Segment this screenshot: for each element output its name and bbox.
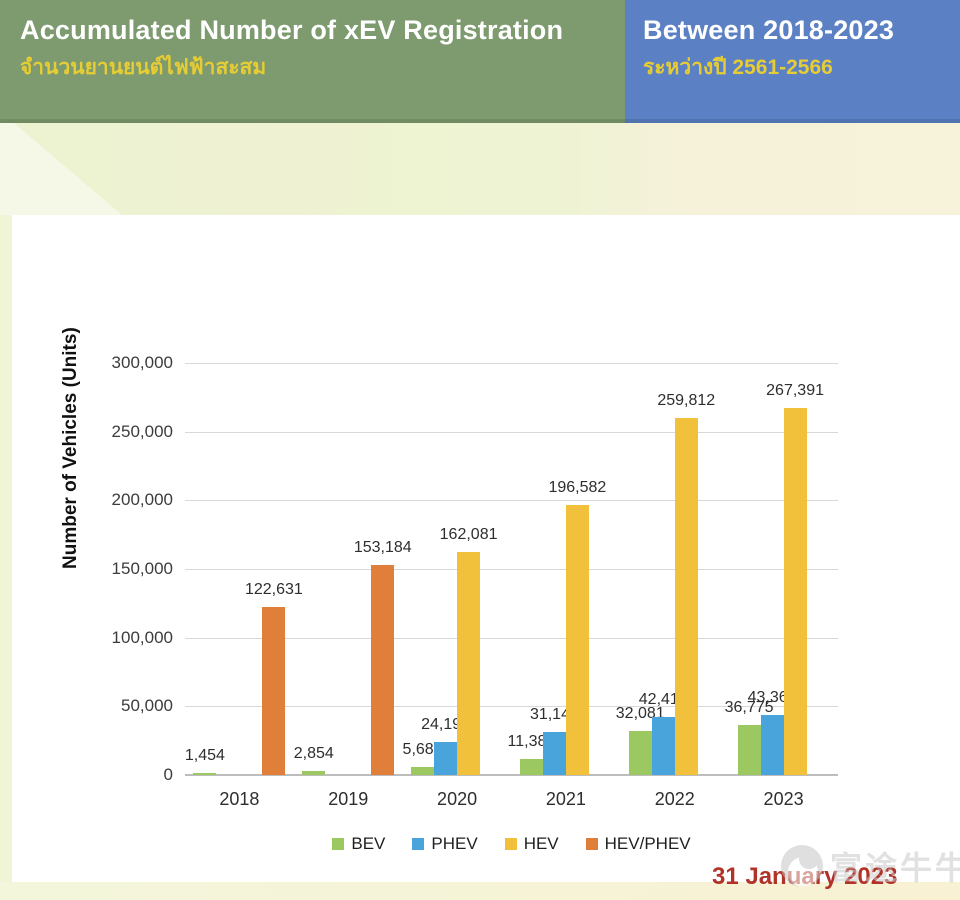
y-tick-label: 150,000	[111, 559, 173, 578]
bar-BEV-2022	[628, 730, 652, 775]
header-blue-section: Between 2018-2023 ระหว่างปี 2561-2566	[625, 0, 960, 123]
bar-PHEV-2021	[542, 732, 566, 775]
x-tick-label-2020: 2020	[437, 789, 478, 809]
bar-value-label: 259,812	[657, 392, 716, 410]
background-strip	[0, 123, 960, 215]
bar-HEV-PHEV-2018	[262, 606, 286, 775]
gridline	[185, 363, 838, 364]
bar-HEV-2022	[674, 418, 698, 775]
bar-BEV-2019	[302, 771, 326, 775]
as-of-date-label: 31 January 2023	[712, 863, 898, 890]
chart-legend: BEV PHEV HEV HEV/PHEV	[185, 834, 838, 854]
bar-value-label: 1,454	[184, 747, 225, 764]
legend-item-HEV: HEV	[504, 834, 559, 854]
legend-label: PHEV	[431, 834, 478, 853]
gridline	[185, 431, 838, 433]
y-tick-label: 50,000	[121, 696, 173, 716]
legend-swatch-icon	[332, 838, 345, 850]
bar-value-label: 2,854	[293, 745, 334, 763]
bar-value-label: 122,631	[244, 580, 303, 598]
bar-HEV-2020	[457, 552, 481, 775]
legend-item-PHEV: PHEV	[412, 834, 478, 854]
legend-swatch-icon	[412, 838, 425, 850]
bar-PHEV-2022	[651, 716, 675, 775]
x-tick-label-2018: 2018	[219, 789, 260, 809]
x-tick-label-2019: 2019	[328, 789, 369, 809]
y-tick-label: 100,000	[111, 627, 173, 647]
background-wedge	[0, 123, 122, 215]
x-tick-label-2022: 2022	[654, 789, 695, 809]
x-axis-line	[185, 774, 838, 776]
bar-HEV-PHEV-2019	[371, 564, 395, 775]
legend-swatch-icon	[504, 838, 517, 850]
legend-label: HEV	[523, 834, 559, 853]
bar-value-label: 5,685	[402, 741, 443, 759]
bar-PHEV-2023	[760, 715, 784, 775]
bar-BEV-2021	[519, 759, 543, 775]
gridline	[185, 706, 838, 708]
bar-PHEV-2020	[434, 741, 458, 775]
bar-HEV-2023	[783, 407, 807, 775]
bar-value-label: 153,184	[353, 538, 412, 556]
bar-HEV-2021	[565, 505, 589, 775]
page-subtitle-thai: จำนวนยานยนต์ไฟฟ้าสะสม	[20, 56, 267, 79]
legend-swatch-icon	[585, 838, 598, 850]
bar-BEV-2018	[193, 773, 217, 775]
legend-label: HEV/PHEV	[604, 834, 691, 853]
header-green-section: Accumulated Number of xEV Registration จ…	[0, 0, 625, 123]
y-tick-label: 300,000	[111, 353, 173, 372]
gridline	[185, 569, 838, 570]
background-bottom-band	[0, 882, 960, 900]
y-tick-label: 200,000	[111, 490, 173, 510]
date-range-subtitle-thai: ระหว่างปี 2561-2566	[643, 56, 833, 79]
legend-item-HEV-PHEV: HEV/PHEV	[585, 834, 691, 854]
bar-BEV-2023	[737, 724, 761, 775]
y-tick-label: 0	[163, 765, 173, 784]
x-tick-label-2023: 2023	[763, 789, 804, 809]
plot-area: 0 50,000 100,000 150,000 200,000 250,000 300,0…	[112, 353, 838, 809]
header-banner: Accumulated Number of xEV Registration จ…	[0, 0, 960, 123]
bar-value-label: 162,081	[439, 526, 498, 544]
page-title: Accumulated Number of xEV Registration	[20, 15, 564, 45]
bar-value-label: 267,391	[766, 381, 824, 399]
gridline	[185, 500, 838, 502]
bar-value-label: 36,775	[724, 698, 774, 716]
legend-label: BEV	[351, 834, 386, 853]
bar-value-label: 196,582	[548, 479, 607, 497]
bar-BEV-2020	[411, 767, 435, 775]
x-tick-label-2021: 2021	[545, 789, 586, 809]
date-range-title: Between 2018-2023	[643, 15, 895, 45]
gridline	[185, 637, 838, 639]
chart-card: Number of Vehicles (Units) 0 50,000 100,00…	[12, 215, 960, 890]
y-tick-label: 250,000	[111, 421, 173, 441]
legend-item-BEV: BEV	[332, 834, 385, 854]
